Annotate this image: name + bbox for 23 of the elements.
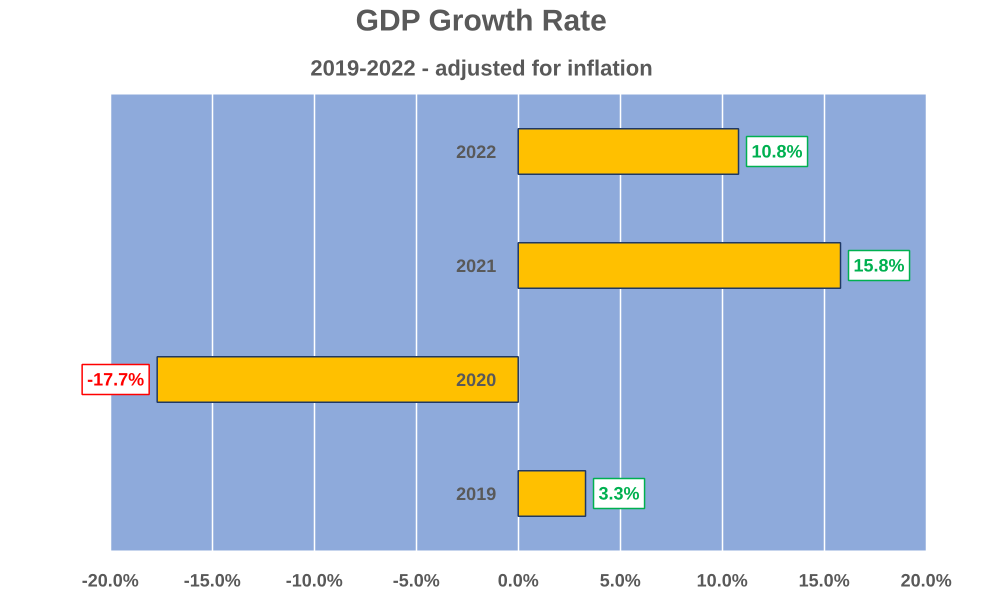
bar xyxy=(156,356,519,404)
x-tick-label: -10.0% xyxy=(286,570,343,590)
chart-subtitle: 2019-2022 - adjusted for inflation xyxy=(310,56,653,80)
data-label: 10.8% xyxy=(752,142,803,162)
x-tick-label: -20.0% xyxy=(82,570,139,590)
x-tick-label: -15.0% xyxy=(184,570,241,590)
x-tick-label: 15.0% xyxy=(798,570,850,590)
bar xyxy=(517,470,586,518)
y-tick-label: 2021 xyxy=(456,256,496,276)
chart-title: GDP Growth Rate xyxy=(356,4,607,38)
x-tick-label: 10.0% xyxy=(696,570,748,590)
data-label: 3.3% xyxy=(598,484,640,504)
x-tick-label: -5.0% xyxy=(392,570,440,590)
x-tick-label: 20.0% xyxy=(900,570,952,590)
data-label: -17.7% xyxy=(87,370,144,390)
y-tick-label: 2019 xyxy=(456,484,496,504)
bar xyxy=(517,128,740,176)
x-tick-label: 5.0% xyxy=(600,570,641,590)
y-tick-label: 2020 xyxy=(456,370,496,390)
data-label: 15.8% xyxy=(854,256,905,276)
y-tick-label: 2022 xyxy=(456,142,496,162)
x-tick-label: 0.0% xyxy=(498,570,539,590)
bar xyxy=(517,242,842,290)
